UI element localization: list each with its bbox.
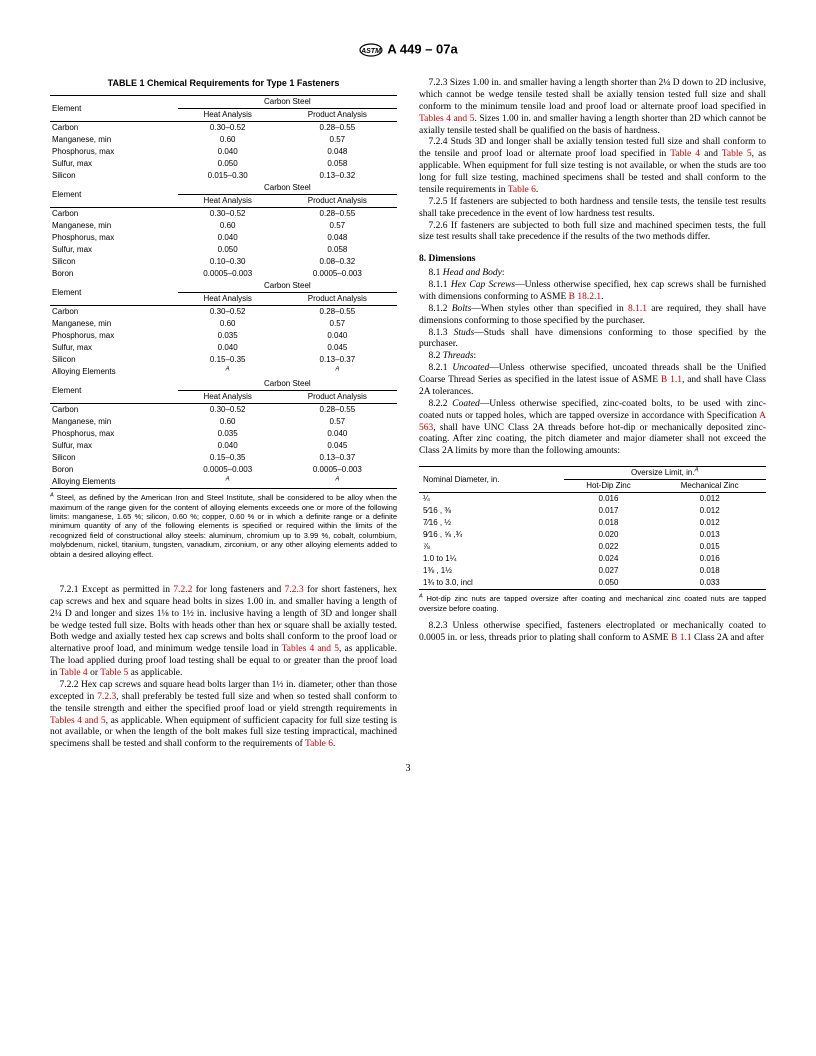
table1-title: TABLE 1 Chemical Requirements for Type 1…: [50, 78, 397, 89]
right-column: 7.2.3 Sizes 1.00 in. and smaller having …: [419, 78, 766, 751]
left-column: TABLE 1 Chemical Requirements for Type 1…: [50, 78, 397, 751]
para-7-2-6: 7.2.6 If fasteners are subjected to both…: [419, 221, 766, 245]
para-8-1-1: 8.1.1 Hex Cap Screws—Unless otherwise sp…: [419, 280, 766, 304]
para-8-2-3: 8.2.3 Unless otherwise specified, fasten…: [419, 621, 766, 645]
para-8-2: 8.2 Threads:: [419, 351, 766, 363]
astm-logo-icon: ASTM: [358, 40, 384, 60]
page-number: 3: [50, 763, 766, 776]
chem-table: ElementCarbon SteelHeat AnalysisProduct …: [50, 95, 397, 489]
svg-text:ASTM: ASTM: [360, 48, 381, 55]
para-8-2-2: 8.2.2 Coated—Unless otherwise specified,…: [419, 399, 766, 458]
oversize-footnote: A Hot-dip zinc nuts are tapped oversize …: [419, 594, 766, 613]
para-7-2-2: 7.2.2 Hex cap screws and square head bol…: [50, 680, 397, 751]
section-8-head: 8. Dimensions: [419, 254, 766, 266]
para-7-2-4: 7.2.4 Studs 3D and longer shall be axial…: [419, 137, 766, 196]
para-7-2-5: 7.2.5 If fasteners are subjected to both…: [419, 197, 766, 221]
doc-header: ASTM A 449 – 07a: [50, 40, 766, 60]
para-8-2-1: 8.2.1 Uncoated—Unless otherwise specifie…: [419, 363, 766, 399]
para-7-2-3: 7.2.3 Sizes 1.00 in. and smaller having …: [419, 78, 766, 137]
para-8-1-3: 8.1.3 Studs—Studs shall have dimensions …: [419, 328, 766, 352]
table1-footnote: A Steel, as defined by the American Iron…: [50, 493, 397, 559]
para-8-1: 8.1 Head and Body:: [419, 268, 766, 280]
doc-id: A 449 – 07a: [387, 41, 457, 56]
para-8-1-2: 8.1.2 Bolts—When styles other than speci…: [419, 304, 766, 328]
para-7-2-1: 7.2.1 Except as permitted in 7.2.2 for l…: [50, 585, 397, 680]
oversize-table: Nominal Diameter, in.Oversize Limit, in.…: [419, 466, 766, 590]
